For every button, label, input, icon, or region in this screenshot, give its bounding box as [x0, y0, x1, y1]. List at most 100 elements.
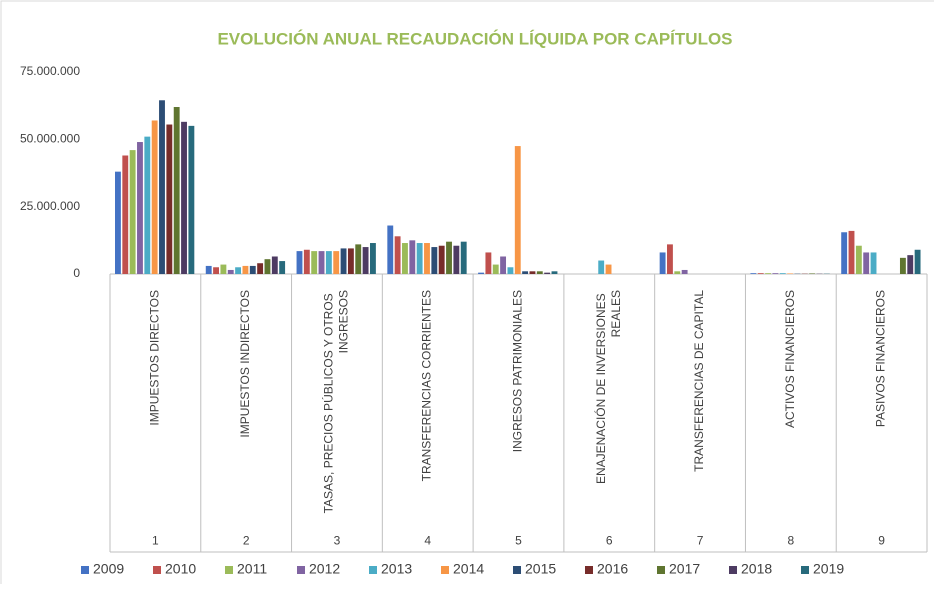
category-number: 7	[697, 534, 704, 548]
bar	[235, 267, 241, 274]
bar	[250, 266, 256, 274]
bar	[370, 243, 376, 274]
bar	[515, 146, 521, 274]
bar	[500, 256, 506, 274]
bar	[115, 172, 121, 274]
bar	[522, 271, 528, 274]
legend-label: 2012	[309, 561, 340, 577]
legend-label: 2016	[597, 561, 628, 577]
legend-swatch	[585, 566, 593, 574]
bar	[220, 265, 226, 274]
bar	[402, 243, 408, 274]
bar	[674, 271, 680, 274]
bar	[461, 242, 467, 274]
bar	[319, 251, 325, 274]
legend-label: 2011	[237, 561, 267, 577]
x-tick-label: TRANSFERENCIAS DE CAPITAL	[692, 290, 706, 472]
bar	[682, 270, 688, 274]
bar	[900, 258, 906, 274]
bar	[552, 271, 558, 274]
bar	[122, 155, 128, 274]
category-number: 9	[878, 534, 885, 548]
legend-swatch	[81, 566, 89, 574]
category-number: 6	[606, 534, 613, 548]
y-tick-label: 50.000.000	[20, 132, 80, 146]
legend-label: 2017	[669, 561, 700, 577]
bar	[181, 122, 187, 274]
category-number: 3	[334, 534, 341, 548]
x-tick-label: TRANSFERENCIAS CORRIENTES	[420, 290, 434, 481]
category-number: 1	[152, 534, 159, 548]
bar	[424, 243, 430, 274]
bar	[758, 273, 764, 274]
legend-label: 2010	[165, 561, 196, 577]
bar	[417, 243, 423, 274]
bar	[304, 250, 310, 274]
x-tick-label: INGRESOS PATRIMONIALES	[511, 290, 525, 452]
bar	[446, 242, 452, 274]
bar	[787, 273, 793, 274]
bar	[907, 255, 913, 274]
bar	[387, 226, 393, 274]
bar	[228, 270, 234, 274]
bar	[667, 244, 673, 274]
category-number: 2	[243, 534, 250, 548]
legend-swatch	[153, 566, 161, 574]
bar	[297, 251, 303, 274]
bar	[144, 137, 150, 274]
bar	[598, 261, 604, 274]
y-tick-label: 0	[73, 266, 80, 280]
bar	[478, 273, 484, 274]
category-number: 8	[787, 534, 794, 548]
chart-title: EVOLUCIÓN ANUAL RECAUDACIÓN LÍQUIDA POR …	[217, 29, 732, 48]
bar	[395, 236, 401, 274]
bar	[242, 266, 248, 274]
bar	[355, 244, 361, 274]
bar	[159, 100, 165, 274]
bar	[606, 265, 612, 274]
legend-swatch	[441, 566, 449, 574]
x-tick-label: PASIVOS FINANCIEROS	[874, 290, 888, 427]
bar	[409, 240, 415, 274]
x-tick-label: ENAJENACIÓN DE INVERSIONES REALES	[593, 290, 623, 484]
legend-swatch	[729, 566, 737, 574]
bar	[348, 248, 354, 274]
bar	[780, 273, 786, 274]
legend-label: 2013	[381, 561, 412, 577]
bar	[257, 263, 263, 274]
bar	[130, 150, 136, 274]
bar	[333, 251, 339, 274]
bar	[341, 248, 347, 274]
legend-swatch	[369, 566, 377, 574]
bar	[439, 246, 445, 274]
legend-label: 2018	[741, 561, 772, 577]
legend-swatch	[801, 566, 809, 574]
bar	[841, 232, 847, 274]
bar	[493, 265, 499, 274]
bar	[530, 271, 536, 274]
x-tick-label: TASAS, PRECIOS PÚBLICOS Y OTROS INGRESOS	[321, 290, 351, 513]
legend-label: 2015	[525, 561, 556, 577]
bar	[431, 247, 437, 274]
category-number: 5	[515, 534, 522, 548]
bar	[188, 126, 194, 274]
bar	[750, 273, 756, 274]
bar	[272, 256, 278, 274]
bar	[166, 125, 172, 274]
bar	[537, 271, 543, 274]
bar	[772, 273, 778, 274]
bar	[849, 231, 855, 274]
bar	[363, 247, 369, 274]
bar	[265, 259, 271, 274]
legend-swatch	[513, 566, 521, 574]
category-number: 4	[424, 534, 431, 548]
legend-label: 2019	[813, 561, 844, 577]
bar	[765, 273, 771, 274]
y-tick-label: 75.000.000	[20, 64, 80, 78]
bar	[174, 107, 180, 274]
bar	[213, 267, 219, 274]
bar	[544, 273, 550, 274]
bar	[206, 266, 212, 274]
bar	[863, 252, 869, 274]
